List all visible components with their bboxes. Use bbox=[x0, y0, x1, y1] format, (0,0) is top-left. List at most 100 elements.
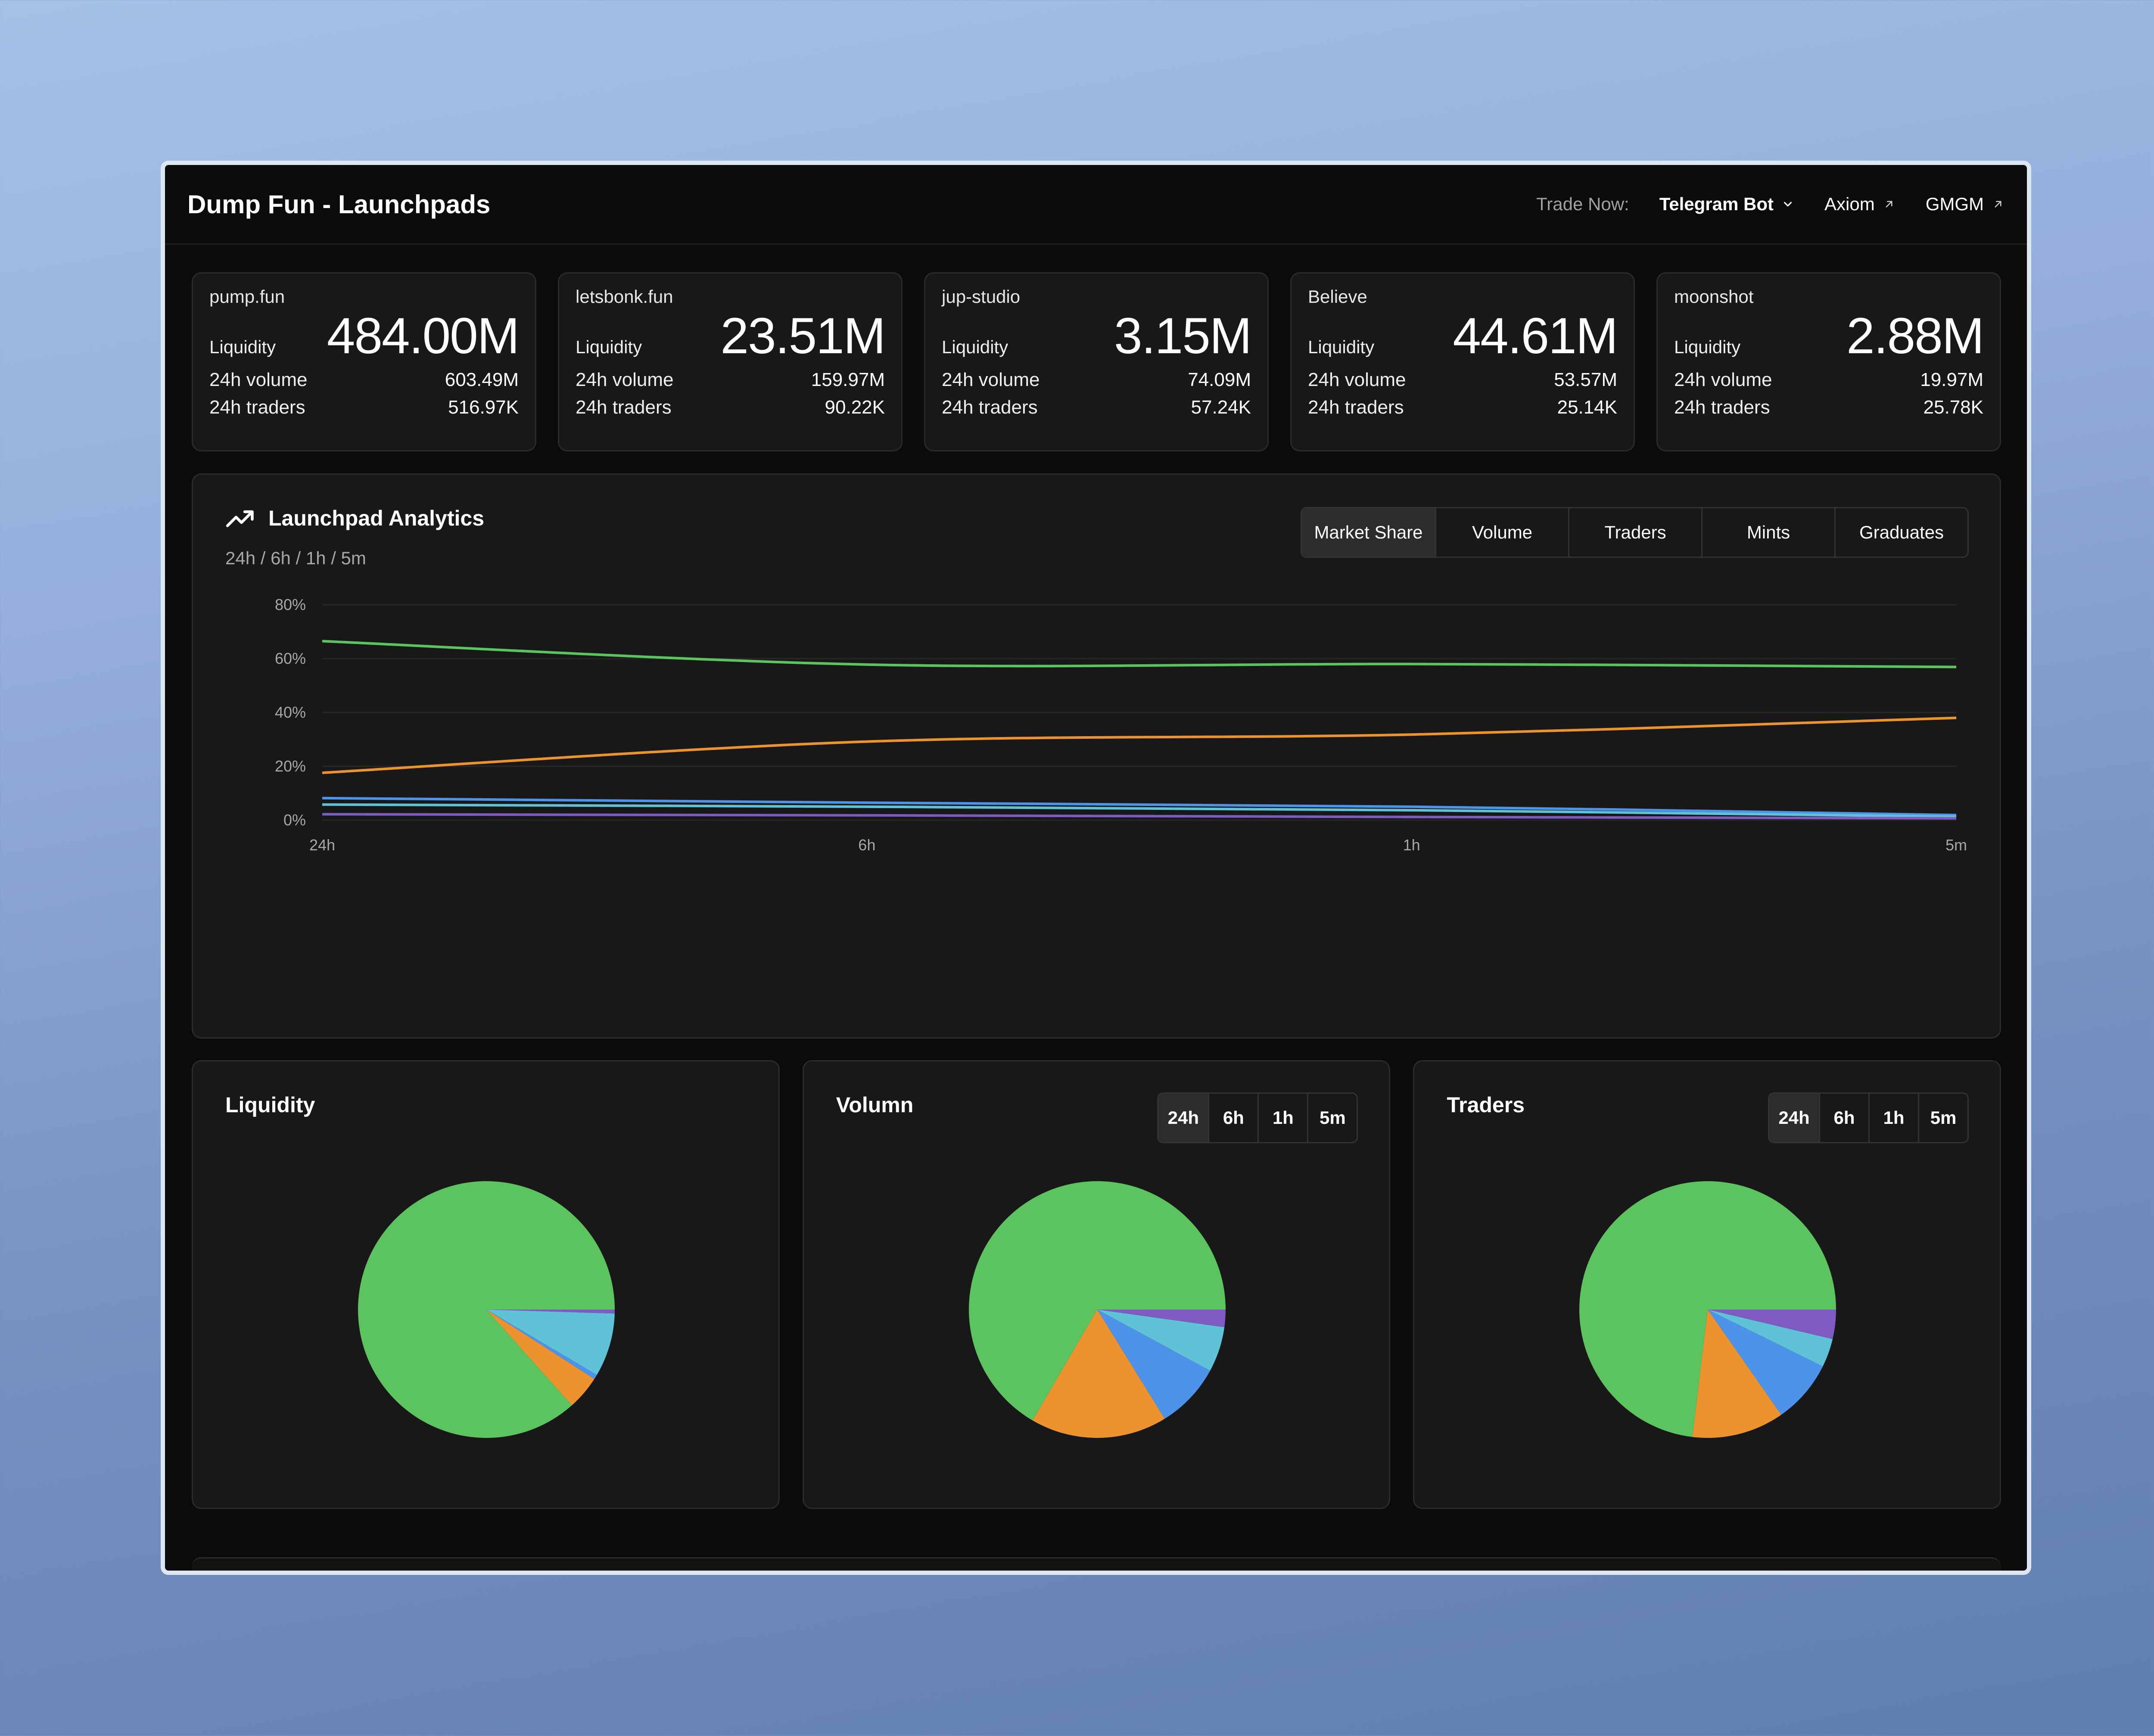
gmgm-label: GMGM bbox=[1925, 194, 1984, 214]
time-tab-24h[interactable]: 24h bbox=[1158, 1094, 1208, 1142]
metric-tab-volume[interactable]: Volume bbox=[1435, 508, 1568, 557]
trade-actions: Trade Now: Telegram Bot Axiom GMGM bbox=[1536, 194, 2005, 215]
launchpad-analytics-card: Launchpad Analytics 24h / 6h / 1h / 5m M… bbox=[192, 473, 2001, 1039]
pie-charts-row: Liquidity Volumn 24h 6h 1h 5m Traders 24h 6h… bbox=[192, 1060, 2001, 1509]
analytics-header: Launchpad Analytics bbox=[225, 506, 484, 531]
telegram-bot-dropdown[interactable]: Telegram Bot bbox=[1659, 194, 1794, 215]
traders-pie-title: Traders bbox=[1447, 1093, 1525, 1117]
top-bar: Dump Fun - Launchpads Trade Now: Telegra… bbox=[165, 165, 2027, 245]
launchpad-name: letsbonk.fun bbox=[576, 286, 673, 307]
pie-slice bbox=[1708, 1310, 1823, 1415]
traders-row: 24h traders 57.24K bbox=[942, 397, 1251, 418]
pie-slice bbox=[486, 1310, 595, 1406]
pie-slice bbox=[1032, 1310, 1165, 1438]
traders-value: 25.78K bbox=[1923, 396, 1983, 418]
external-arrow-icon bbox=[1995, 201, 2001, 208]
volume-label: 24h volume bbox=[942, 369, 1040, 390]
liquidity-row: Liquidity 23.51M bbox=[576, 308, 886, 364]
y-tick-label: 60% bbox=[275, 650, 306, 667]
series-line bbox=[322, 796, 1957, 817]
liquidity-value: 3.15M bbox=[1114, 308, 1252, 364]
metric-tab-mints[interactable]: Mints bbox=[1701, 508, 1834, 557]
app-window: Dump Fun - Launchpads Trade Now: Telegra… bbox=[161, 161, 2031, 1575]
volume-row: 24h volume 159.97M bbox=[576, 369, 885, 391]
external-arrow-icon bbox=[1886, 201, 1893, 208]
launchpad-name: Believe bbox=[1308, 286, 1367, 307]
analytics-subtitle: 24h / 6h / 1h / 5m bbox=[225, 548, 366, 568]
pie-slice bbox=[486, 1310, 597, 1379]
volume-value: 53.57M bbox=[1554, 369, 1617, 390]
trending-up-icon bbox=[226, 510, 254, 527]
traders-value: 90.22K bbox=[825, 396, 885, 418]
liquidity-pie-title: Liquidity bbox=[225, 1093, 315, 1117]
metric-tab-market-share[interactable]: Market Share bbox=[1302, 508, 1435, 557]
liquidity-value: 23.51M bbox=[720, 308, 886, 364]
time-tab-24h[interactable]: 24h bbox=[1769, 1094, 1819, 1142]
time-tab-5m[interactable]: 5m bbox=[1307, 1094, 1357, 1142]
x-tick-label: 24h bbox=[309, 836, 335, 854]
volume-value: 603.49M bbox=[445, 369, 519, 390]
time-tab-6h[interactable]: 6h bbox=[1208, 1094, 1258, 1142]
pie-slice bbox=[486, 1310, 615, 1375]
volume-pie-card: Volumn 24h 6h 1h 5m bbox=[802, 1060, 1391, 1509]
trade-now-label: Trade Now: bbox=[1536, 194, 1629, 214]
volume-value: 19.97M bbox=[1920, 369, 1983, 390]
pie-slice bbox=[358, 1181, 615, 1438]
pie-slice bbox=[1097, 1310, 1226, 1328]
traders-label: 24h traders bbox=[1308, 396, 1404, 418]
traders-value: 25.14K bbox=[1557, 396, 1617, 418]
liquidity-value: 44.61M bbox=[1453, 308, 1618, 364]
pie-slice bbox=[1097, 1310, 1210, 1419]
pie-slice bbox=[1708, 1310, 1837, 1339]
pie-slice bbox=[1097, 1310, 1224, 1371]
time-tab-1h[interactable]: 1h bbox=[1258, 1094, 1307, 1142]
liquidity-label: Liquidity bbox=[1674, 337, 1741, 357]
liquidity-row: Liquidity 44.61M bbox=[1308, 308, 1618, 364]
volume-label: 24h volume bbox=[209, 369, 308, 390]
volume-row: 24h volume 19.97M bbox=[1674, 369, 1983, 391]
stat-card: moonshot Liquidity 2.88M 24h volume 19.97M 24… bbox=[1656, 272, 2001, 451]
volume-row: 24h volume 53.57M bbox=[1308, 369, 1617, 391]
traders-row: 24h traders 25.78K bbox=[1674, 397, 1983, 418]
y-tick-label: 40% bbox=[275, 703, 306, 721]
chevron-down-icon bbox=[1784, 202, 1792, 207]
launchpad-name: pump.fun bbox=[209, 286, 285, 307]
metric-tab-traders[interactable]: Traders bbox=[1568, 508, 1701, 557]
volume-row: 24h volume 74.09M bbox=[942, 369, 1251, 391]
time-tab-5m[interactable]: 5m bbox=[1918, 1094, 1967, 1142]
time-tab-6h[interactable]: 6h bbox=[1819, 1094, 1868, 1142]
gmgm-link[interactable]: GMGM bbox=[1926, 194, 2005, 215]
x-tick-label: 5m bbox=[1945, 836, 1967, 854]
volume-row: 24h volume 603.49M bbox=[209, 369, 519, 391]
pie-slice bbox=[1708, 1310, 1833, 1366]
pie-slice bbox=[486, 1310, 615, 1314]
axiom-link[interactable]: Axiom bbox=[1824, 194, 1896, 215]
traders-time-selector: 24h 6h 1h 5m bbox=[1768, 1092, 1969, 1143]
stat-card: Believe Liquidity 44.61M 24h volume 53.57M 24… bbox=[1290, 272, 1635, 451]
liquidity-pie-chart bbox=[358, 1181, 615, 1438]
axiom-label: Axiom bbox=[1824, 194, 1875, 214]
launchpad-name: moonshot bbox=[1674, 286, 1754, 307]
liquidity-value: 484.00M bbox=[327, 308, 520, 364]
traders-label: 24h traders bbox=[942, 396, 1038, 418]
volume-pie-title: Volumn bbox=[836, 1093, 914, 1117]
launchpad-stats: pump.fun Liquidity 484.00M 24h volume 603.49… bbox=[192, 272, 2001, 451]
series-line bbox=[322, 813, 1957, 820]
traders-label: 24h traders bbox=[576, 396, 672, 418]
liquidity-value: 2.88M bbox=[1846, 308, 1984, 364]
pie-slice bbox=[1579, 1181, 1837, 1437]
launchpad-name: jup-studio bbox=[942, 286, 1021, 307]
stat-card: pump.fun Liquidity 484.00M 24h volume 603.49… bbox=[192, 272, 536, 451]
page-title: Dump Fun - Launchpads bbox=[187, 190, 491, 219]
liquidity-row: Liquidity 484.00M bbox=[209, 308, 520, 364]
stat-card: jup-studio Liquidity 3.15M 24h volume 74.09M… bbox=[924, 272, 1269, 451]
y-tick-label: 20% bbox=[275, 757, 306, 775]
market-share-line-chart: 0% 20% 40% 60% 80% 24h 6h 1h 5m bbox=[275, 596, 1967, 854]
metric-tab-graduates[interactable]: Graduates bbox=[1834, 508, 1967, 557]
time-tab-1h[interactable]: 1h bbox=[1868, 1094, 1918, 1142]
y-tick-label: 0% bbox=[283, 811, 306, 829]
traders-label: 24h traders bbox=[209, 396, 305, 418]
traders-pie-card: Traders 24h 6h 1h 5m bbox=[1413, 1060, 2001, 1509]
traders-row: 24h traders 516.97K bbox=[209, 397, 519, 418]
liquidity-row: Liquidity 2.88M bbox=[1674, 308, 1984, 364]
